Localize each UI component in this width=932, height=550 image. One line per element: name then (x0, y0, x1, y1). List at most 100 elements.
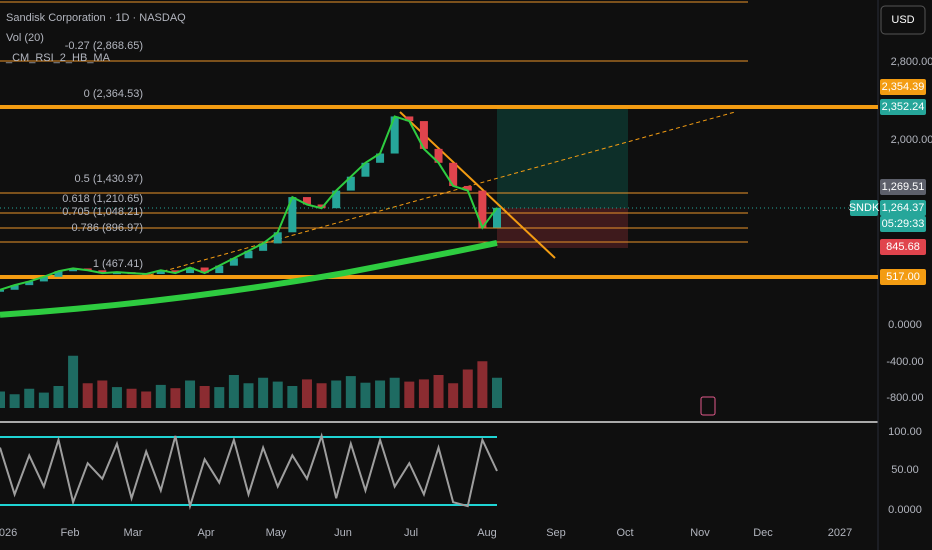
fib-tag-bg (880, 99, 926, 115)
volume-bar (0, 391, 5, 408)
high-tag: 2,354.39 (882, 81, 925, 93)
volume-bar (170, 388, 181, 408)
candle (229, 258, 238, 266)
volume-bar (126, 388, 137, 408)
y-tick: 2,000.00 (891, 134, 932, 146)
osc-tick: 0.0000 (888, 319, 922, 331)
x-tick: Feb (61, 527, 80, 539)
volume-bar (97, 380, 108, 408)
volume-bar (111, 387, 122, 408)
rsi-tick: 100.00 (888, 426, 922, 438)
volume-bar (331, 380, 342, 408)
fib-tag: 2,352.24 (882, 101, 925, 113)
last-tag: 1,264.37 (882, 202, 925, 214)
volume-bar (418, 379, 429, 408)
symbol: SNDK (849, 202, 880, 214)
trend-ma (0, 115, 498, 291)
countdown-tag-bg (880, 216, 926, 232)
fib-label: 0.786 (896.97) (71, 222, 143, 234)
x-tick: Jun (334, 527, 352, 539)
x-tick: May (266, 527, 287, 539)
x-tick: 2026 (0, 527, 17, 539)
x-tick: Nov (690, 527, 710, 539)
volume-bar (199, 386, 210, 408)
volume-bar (492, 377, 502, 408)
candle (0, 289, 4, 292)
rsi-line (0, 432, 498, 511)
candle (98, 270, 107, 274)
candle (25, 281, 34, 286)
volume-bar (477, 361, 488, 408)
candle (361, 162, 370, 177)
volume-bar (345, 376, 356, 408)
osc-tick: -400.00 (886, 356, 923, 368)
candle (69, 268, 78, 272)
candle (171, 270, 180, 274)
candle (273, 232, 282, 244)
x-tick: 2027 (828, 527, 852, 539)
volume-bar (316, 383, 327, 408)
candle (288, 197, 297, 233)
fib-label: 1 (467.41) (93, 258, 143, 270)
trend-dashed (149, 111, 736, 276)
rsi-bands (0, 436, 497, 506)
stop-tag: 845.68 (886, 241, 920, 253)
fib-label: 0 (2,364.53) (84, 88, 143, 100)
volume-bar (360, 382, 371, 408)
fib-labels: -0.27 (2,868.65) 0 (2,364.53) 0.5 (1,430.9… (62, 40, 143, 270)
last-tag-bg (880, 200, 926, 216)
volume-bar (82, 383, 93, 408)
high-tag-bg (880, 79, 926, 95)
candle (434, 148, 443, 163)
x-tick: Mar (124, 527, 143, 539)
rsi-tick: 50.00 (891, 464, 919, 476)
candle (478, 190, 487, 228)
x-tick: Oct (616, 527, 633, 539)
volume-bar (448, 383, 459, 408)
prev-tag: 1,269.51 (882, 181, 925, 193)
volume-bar (53, 386, 64, 408)
volume-bar (433, 375, 444, 408)
candle (215, 265, 224, 274)
osc-tick: -800.00 (886, 392, 923, 404)
candle (463, 185, 472, 191)
currency-button[interactable] (880, 5, 926, 35)
candle (405, 116, 414, 122)
volume-bar (141, 391, 152, 408)
candle (244, 250, 253, 259)
fib-label: 0.705 (1,048.21) (62, 206, 143, 218)
x-tick: Aug (477, 527, 497, 539)
volume-bar (389, 377, 400, 408)
volume-bar (38, 392, 49, 408)
volume-bar (375, 380, 386, 408)
candle (332, 190, 341, 209)
volume-bar (185, 380, 196, 408)
y-tick: 2,800.00 (891, 56, 932, 68)
support-tag: 517.00 (886, 271, 920, 283)
fib-label: 0.618 (1,210.65) (62, 193, 143, 205)
x-tick: Apr (197, 527, 214, 539)
volume-bar (287, 386, 298, 408)
earnings-icon[interactable] (700, 396, 716, 416)
candle (54, 271, 63, 277)
fib-label: -0.27 (2,868.65) (65, 40, 143, 52)
candle (186, 267, 195, 274)
symbol-bg (850, 200, 878, 216)
candle (390, 116, 399, 154)
volume-bar (258, 377, 269, 408)
candle (39, 276, 48, 282)
prev-tag-bg (880, 179, 926, 195)
x-tick: Jul (404, 527, 418, 539)
volume-bar (24, 388, 35, 408)
volume-bar (9, 394, 20, 408)
candle (317, 204, 326, 209)
candle (302, 197, 311, 205)
x-tick: Sep (546, 527, 566, 539)
volume-bar (228, 375, 239, 408)
volume-bar (462, 369, 473, 408)
currency[interactable]: USD (891, 14, 914, 26)
candle (200, 267, 209, 274)
title: Sandisk Corporation · 1D · NASDAQ (6, 12, 186, 24)
candle (493, 207, 501, 228)
candle (419, 121, 428, 149)
